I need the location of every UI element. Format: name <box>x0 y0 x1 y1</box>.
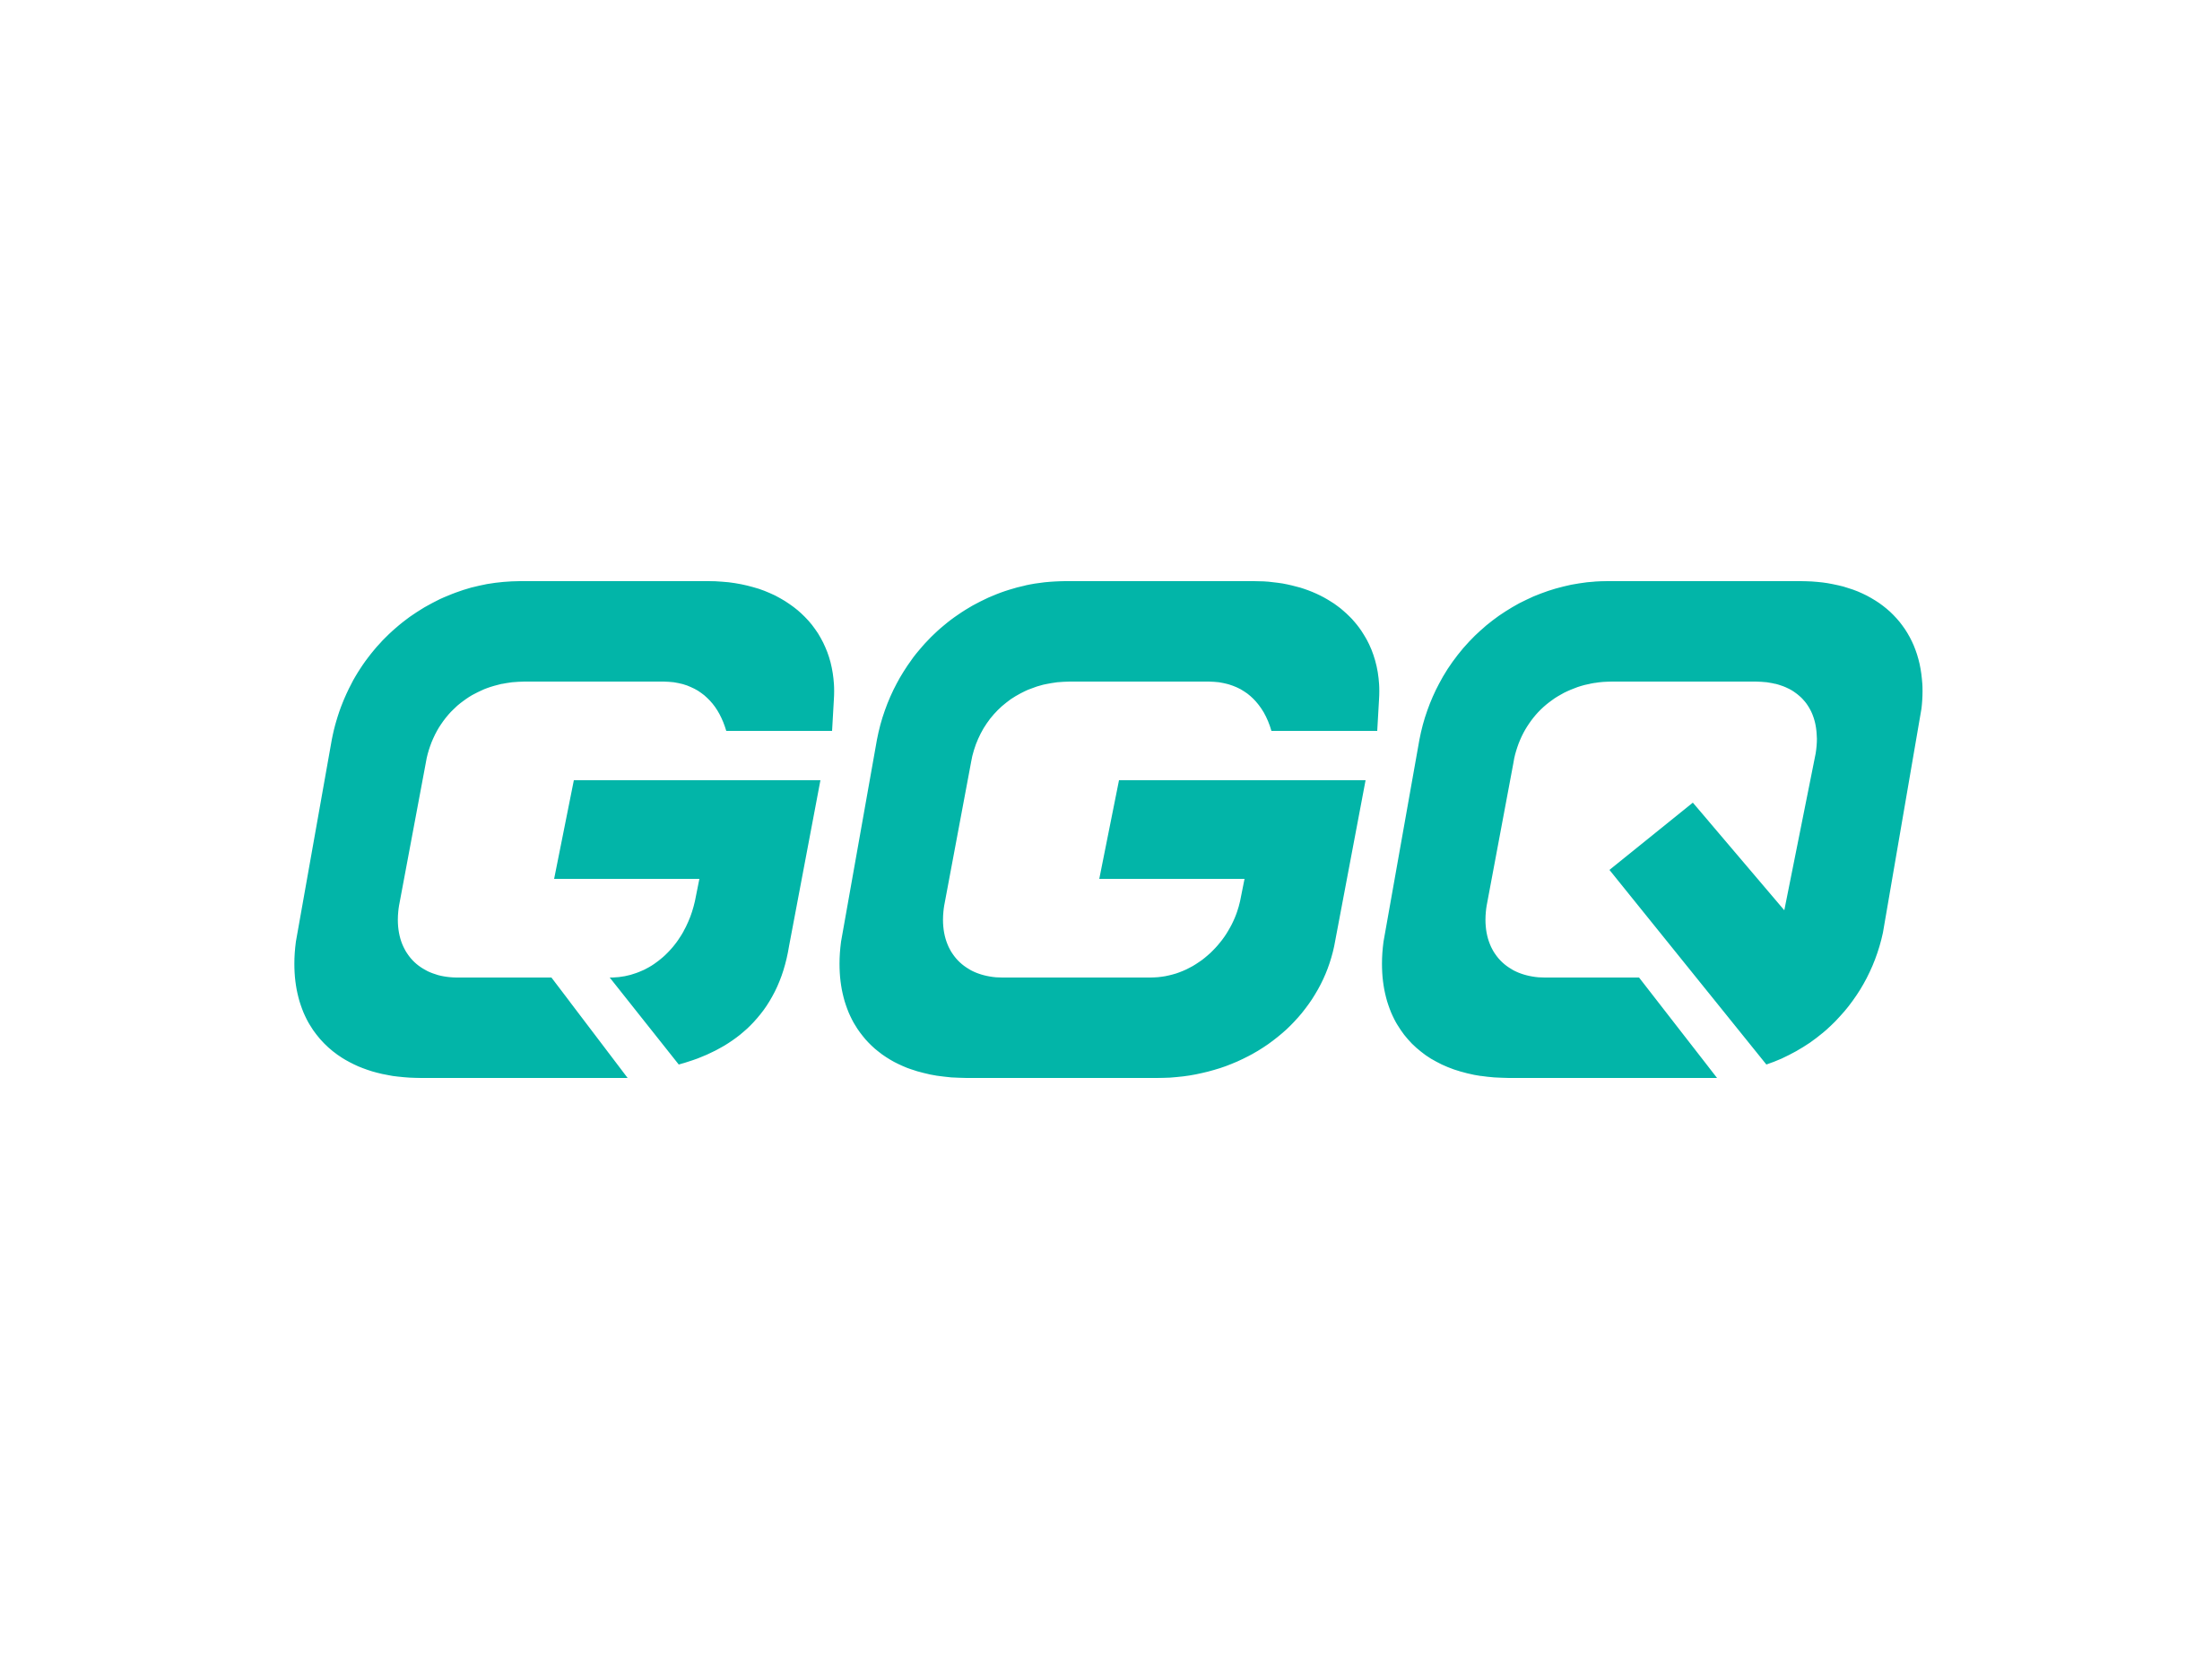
logo-letter-g-second <box>839 581 1380 1078</box>
logo-letter-q <box>1382 581 1923 1078</box>
logo-letter-g-first <box>294 581 835 1078</box>
